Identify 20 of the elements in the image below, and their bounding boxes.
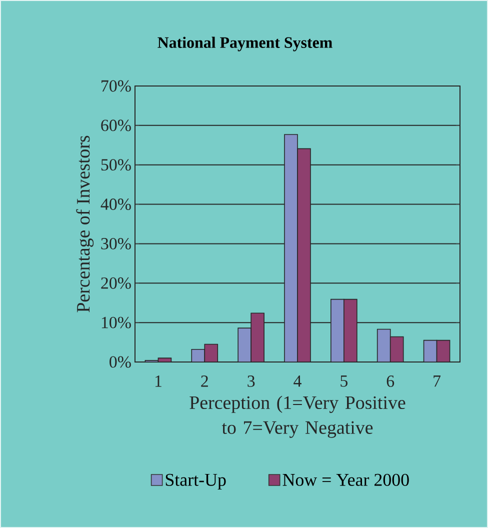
y-axis-title: Percentage of Investors (76, 136, 94, 312)
x-tick-label: 3 (248, 376, 255, 387)
x-tick-label: 1 (155, 376, 162, 387)
x-tick-label: 7 (434, 376, 441, 387)
y-tick-label: 50% (101, 159, 131, 171)
y-tick-label: 40% (100, 198, 131, 210)
x-tick-label: 4 (294, 376, 302, 387)
chart-title: National Payment System (158, 36, 332, 52)
y-tick-label: 0% (110, 356, 131, 368)
y-tick-label: 10% (102, 316, 131, 328)
x-tick-label: 5 (340, 376, 348, 387)
y-tick-label: 20% (101, 277, 131, 289)
legend-label: Now = Year 2000 (282, 474, 409, 486)
x-tick-label: 6 (386, 376, 394, 387)
x-axis-title: Perception (1=Very Positive to 7=Very Negative (190, 396, 406, 438)
y-tick-label: 70% (102, 80, 131, 92)
legend-label: Start-Up (166, 474, 226, 490)
y-tick-label: 30% (101, 238, 131, 250)
x-tick-label: 2 (201, 376, 208, 387)
y-tick-label: 60% (101, 120, 131, 132)
